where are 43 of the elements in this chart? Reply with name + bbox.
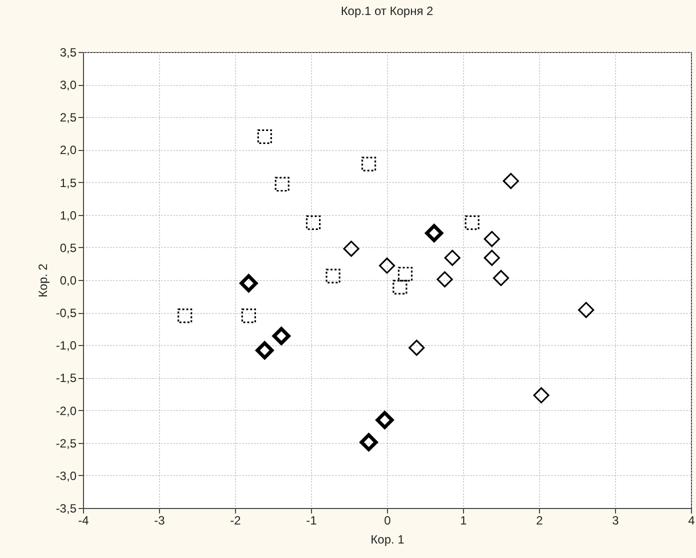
y-tick-label: 3,0 [60, 78, 77, 92]
y-tick-label: -2,5 [56, 436, 77, 450]
point [326, 268, 340, 284]
y-tick-label: -2,0 [56, 404, 77, 418]
y-axis-title: Кор. 2 [36, 263, 50, 298]
y-tick-label: -3,5 [56, 502, 77, 516]
y-tick-label: -1,0 [56, 338, 77, 353]
point [240, 274, 258, 292]
y-tick-label: 1,0 [60, 208, 77, 222]
point [360, 433, 378, 452]
y-tick-label: -1,5 [56, 371, 77, 386]
point [178, 308, 192, 324]
point [306, 215, 321, 230]
point [257, 129, 272, 144]
y-tick-label: 3,5 [60, 46, 77, 60]
x-tick-label: -1 [306, 514, 318, 528]
x-tick-label: 1 [460, 514, 468, 528]
chart-title: Кор.1 от Корня 2 [340, 4, 434, 18]
y-tick-label: -3,0 [56, 468, 77, 483]
x-tick-label: 4 [688, 514, 696, 528]
point [392, 280, 408, 294]
y-tick-label: 2,0 [60, 143, 77, 158]
point [241, 308, 256, 324]
x-tick-label: -2 [230, 514, 242, 528]
point [398, 266, 413, 282]
x-tick-label: 2 [536, 514, 544, 528]
x-tick-label: 0 [384, 514, 392, 528]
x-tick-label: -3 [154, 514, 166, 528]
x-axis-title: Кор. 1 [370, 532, 405, 546]
y-tick-label: -0,5 [56, 306, 77, 320]
point [425, 224, 444, 242]
point [361, 156, 376, 172]
y-tick-label: 2,5 [60, 110, 77, 125]
point [376, 411, 394, 430]
point [256, 341, 274, 360]
point [464, 215, 480, 230]
point [272, 327, 290, 346]
y-tick-label: 0,5 [60, 240, 77, 255]
y-tick-label: 1,5 [60, 176, 77, 190]
x-tick-label: 3 [612, 514, 620, 528]
y-tick-label: 0,0 [60, 274, 77, 288]
x-tick-label: -4 [78, 514, 90, 528]
point [274, 176, 290, 192]
